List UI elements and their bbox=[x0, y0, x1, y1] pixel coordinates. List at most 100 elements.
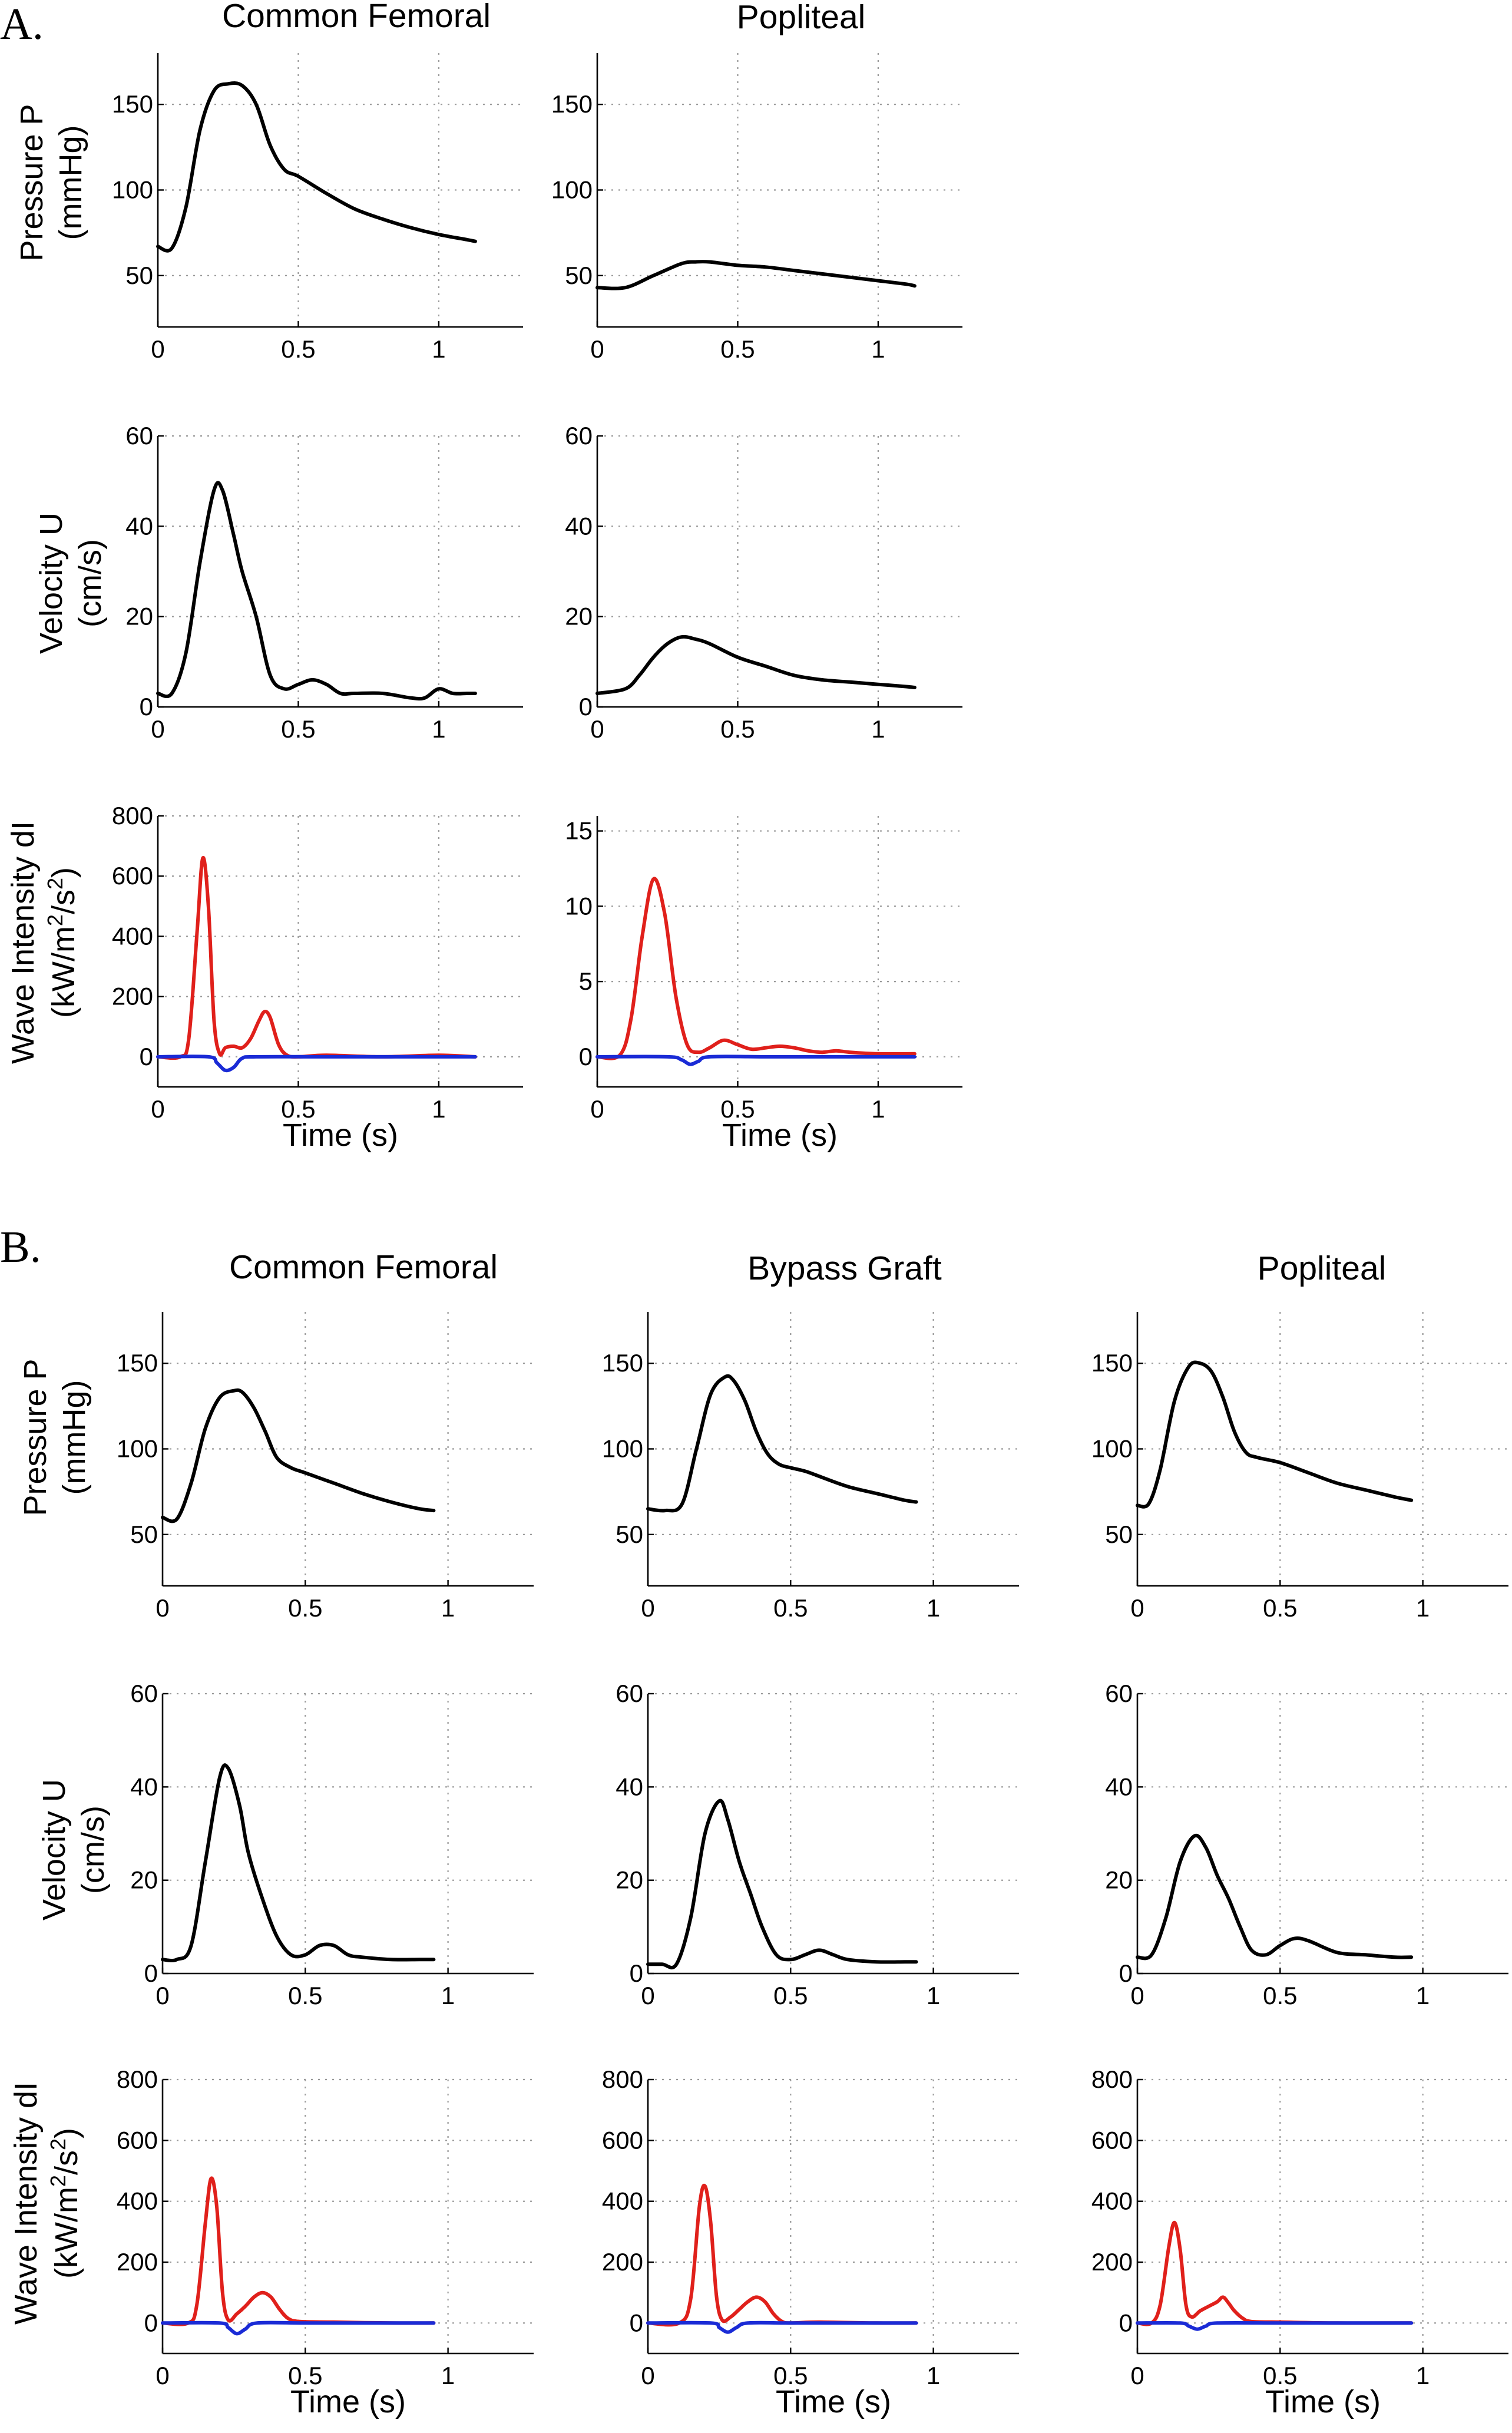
x-tick-label: 1 bbox=[871, 715, 885, 743]
series-line-black bbox=[161, 1388, 436, 1523]
ylabel-a-pressure-line1: Pressure P bbox=[14, 104, 49, 261]
x-tick-label: 0.5 bbox=[773, 2362, 808, 2389]
series-line-black bbox=[595, 634, 917, 695]
y-tick-label: 0 bbox=[579, 693, 593, 720]
panel-label-a: A. bbox=[0, 0, 44, 49]
x-tick-label: 0.5 bbox=[281, 335, 315, 363]
title-b-bypass-graft: Bypass Graft bbox=[747, 1249, 942, 1287]
ylabel-b-intensity: Wave Intensity dI (kW/m2/s2) bbox=[8, 2082, 84, 2325]
y-tick-label: 100 bbox=[112, 176, 153, 204]
subplot-B-femoral-velocity: 0 0.5 1 0 20 40 60 bbox=[130, 1680, 534, 2009]
y-tick-label: 20 bbox=[616, 1866, 643, 1894]
subplot-B-popliteal-velocity: 0 0.5 1 0 20 40 60 bbox=[1105, 1680, 1508, 2009]
subplot-B-bypass-velocity: 0 0.5 1 0 20 40 60 bbox=[616, 1680, 1019, 2009]
x-tick-label: 0.5 bbox=[288, 2362, 322, 2389]
y-tick-label: 20 bbox=[125, 603, 153, 630]
x-tick-label: 0 bbox=[1130, 2362, 1144, 2389]
y-tick-label: 50 bbox=[565, 262, 593, 289]
x-tick-label: 1 bbox=[1416, 1594, 1430, 1622]
y-tick-label: 150 bbox=[112, 90, 153, 118]
x-tick-label: 0 bbox=[641, 1982, 654, 2009]
y-tick-label: 40 bbox=[125, 512, 153, 540]
ylabel-a-velocity-line1: Velocity U bbox=[34, 513, 69, 654]
y-tick-label: 0 bbox=[144, 1959, 158, 1987]
x-tick-label: 0.5 bbox=[1263, 2362, 1297, 2389]
series-line-black bbox=[1136, 1360, 1414, 1509]
y-tick-label: 60 bbox=[130, 1680, 158, 1707]
y-tick-label: 800 bbox=[117, 2065, 158, 2093]
series-line-blue bbox=[595, 1054, 917, 1066]
title-a-common-femoral: Common Femoral bbox=[222, 0, 491, 35]
y-tick-label: 100 bbox=[117, 1435, 158, 1463]
y-tick-label: 200 bbox=[112, 983, 153, 1010]
y-tick-label: 0 bbox=[1119, 2309, 1133, 2336]
x-tick-label: 0 bbox=[590, 1095, 604, 1123]
x-tick-label: 0 bbox=[155, 2362, 169, 2389]
y-tick-label: 150 bbox=[1091, 1349, 1133, 1377]
title-b-common-femoral: Common Femoral bbox=[229, 1248, 498, 1286]
series-line-black bbox=[156, 81, 477, 253]
y-tick-label: 100 bbox=[551, 176, 593, 204]
y-tick-label: 150 bbox=[117, 1349, 158, 1377]
y-tick-label: 0 bbox=[140, 693, 153, 720]
y-tick-label: 40 bbox=[1105, 1773, 1133, 1800]
x-axis-label: Time (s) bbox=[1265, 2384, 1381, 2419]
series-line-black bbox=[646, 1799, 918, 1969]
subplot-A-femoral-intensity: 0 0.5 1 0 200 400 600 800 Time (s) bbox=[112, 802, 523, 1153]
x-tick-label: 1 bbox=[1416, 2362, 1430, 2389]
series-line-red bbox=[1136, 2220, 1414, 2326]
y-tick-label: 20 bbox=[565, 603, 593, 630]
x-axis-label: Time (s) bbox=[776, 2384, 891, 2419]
series-line-black bbox=[595, 260, 917, 290]
y-tick-label: 150 bbox=[602, 1349, 643, 1377]
x-tick-label: 0 bbox=[151, 335, 164, 363]
x-tick-label: 1 bbox=[927, 1594, 940, 1622]
x-tick-label: 1 bbox=[927, 2362, 940, 2389]
x-tick-label: 0 bbox=[1130, 1982, 1144, 2009]
y-tick-label: 400 bbox=[602, 2187, 643, 2215]
y-tick-label: 60 bbox=[1105, 1680, 1133, 1707]
x-tick-label: 0.5 bbox=[773, 1982, 808, 2009]
x-tick-label: 1 bbox=[441, 2362, 455, 2389]
y-tick-label: 800 bbox=[112, 802, 153, 829]
ylabel-a-pressure: Pressure P (mmHg) bbox=[14, 104, 88, 261]
x-tick-label: 0 bbox=[641, 2362, 654, 2389]
y-tick-label: 600 bbox=[117, 2126, 158, 2154]
y-tick-label: 40 bbox=[565, 512, 593, 540]
y-tick-label: 15 bbox=[565, 817, 593, 845]
y-tick-label: 0 bbox=[579, 1043, 593, 1070]
ylabel-a-intensity: Wave Intensity dI (kW/m2/s2) bbox=[5, 821, 81, 1064]
ylabel-b-pressure: Pressure P (mmHg) bbox=[18, 1358, 92, 1516]
subplot-B-bypass-intensity: 0 0.5 1 0 200 400 600 800 Time (s) bbox=[602, 2065, 1019, 2419]
y-tick-label: 200 bbox=[117, 2248, 158, 2276]
y-tick-label: 50 bbox=[130, 1520, 158, 1548]
y-tick-label: 400 bbox=[112, 922, 153, 950]
ylabel-b-velocity: Velocity U (cm/s) bbox=[37, 1779, 111, 1920]
y-tick-label: 0 bbox=[630, 2309, 643, 2336]
x-tick-label: 0 bbox=[151, 1095, 164, 1123]
y-tick-label: 0 bbox=[140, 1043, 153, 1070]
series-line-blue bbox=[161, 2320, 436, 2336]
y-tick-label: 200 bbox=[1091, 2248, 1133, 2276]
ylabel-b-pressure-line2: (mmHg) bbox=[57, 1380, 92, 1495]
subplot-A-femoral-velocity: 0 0.5 1 0 20 40 60 bbox=[125, 422, 523, 743]
y-tick-label: 40 bbox=[130, 1773, 158, 1800]
x-tick-label: 0.5 bbox=[1263, 1982, 1297, 2009]
y-tick-label: 50 bbox=[1105, 1520, 1133, 1548]
y-tick-label: 50 bbox=[125, 262, 153, 289]
title-a-popliteal: Popliteal bbox=[737, 0, 866, 36]
series-line-black bbox=[161, 1763, 436, 1963]
x-tick-label: 0.5 bbox=[281, 715, 315, 743]
x-tick-label: 0 bbox=[155, 1594, 169, 1622]
y-tick-label: 60 bbox=[125, 422, 153, 449]
x-tick-label: 0.5 bbox=[720, 715, 755, 743]
x-tick-label: 0.5 bbox=[1263, 1594, 1297, 1622]
series-line-black bbox=[646, 1374, 918, 1513]
x-tick-label: 1 bbox=[927, 1982, 940, 2009]
y-tick-label: 100 bbox=[602, 1435, 643, 1463]
